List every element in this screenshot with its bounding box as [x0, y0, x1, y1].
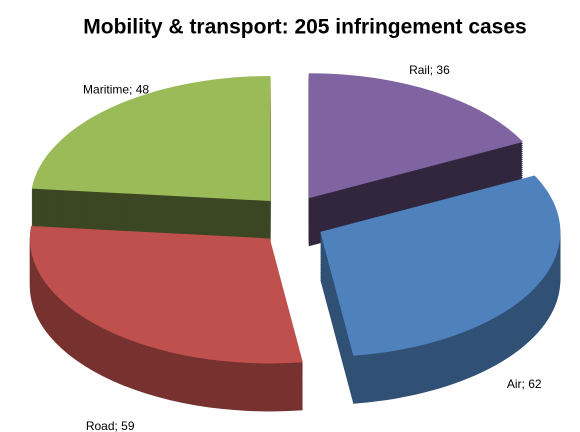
slice — [308, 73, 524, 199]
pie — [29, 73, 561, 412]
slice — [31, 76, 271, 202]
data-label: Air; 62 — [507, 377, 542, 391]
data-label: Maritime; 48 — [83, 82, 149, 96]
slice — [29, 226, 303, 364]
slice — [320, 175, 561, 356]
data-label: Road; 59 — [86, 419, 135, 432]
data-label: Rail; 36 — [409, 63, 450, 77]
chart-title: Mobility & transport: 205 infringement c… — [83, 16, 526, 39]
